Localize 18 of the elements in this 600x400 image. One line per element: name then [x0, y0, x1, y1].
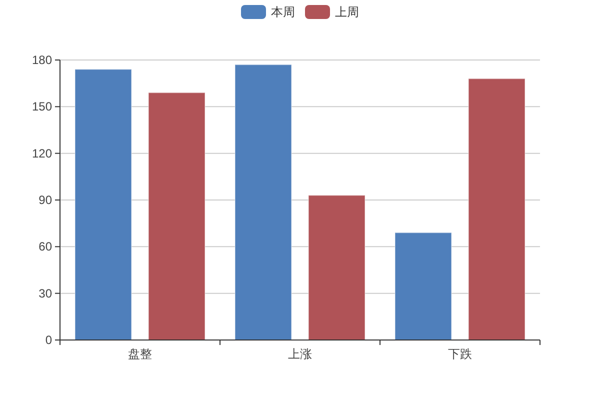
bar — [234, 64, 292, 340]
bar — [394, 232, 452, 340]
y-tick-label: 120 — [32, 146, 52, 160]
y-tick-label: 0 — [45, 333, 52, 347]
x-tick-label: 上涨 — [288, 347, 312, 361]
y-tick-label: 60 — [38, 240, 52, 254]
legend-label: 本周 — [271, 5, 295, 19]
legend-label: 上周 — [335, 5, 359, 19]
y-tick-label: 30 — [38, 286, 52, 300]
bar — [148, 92, 206, 340]
bar — [74, 68, 132, 340]
x-tick-label: 下跌 — [448, 347, 472, 361]
bar — [308, 194, 366, 340]
y-tick-label: 180 — [32, 53, 52, 67]
bar — [468, 78, 526, 340]
y-tick-label: 90 — [38, 193, 52, 207]
y-tick-label: 150 — [32, 100, 52, 114]
x-tick-label: 盘整 — [128, 347, 152, 361]
